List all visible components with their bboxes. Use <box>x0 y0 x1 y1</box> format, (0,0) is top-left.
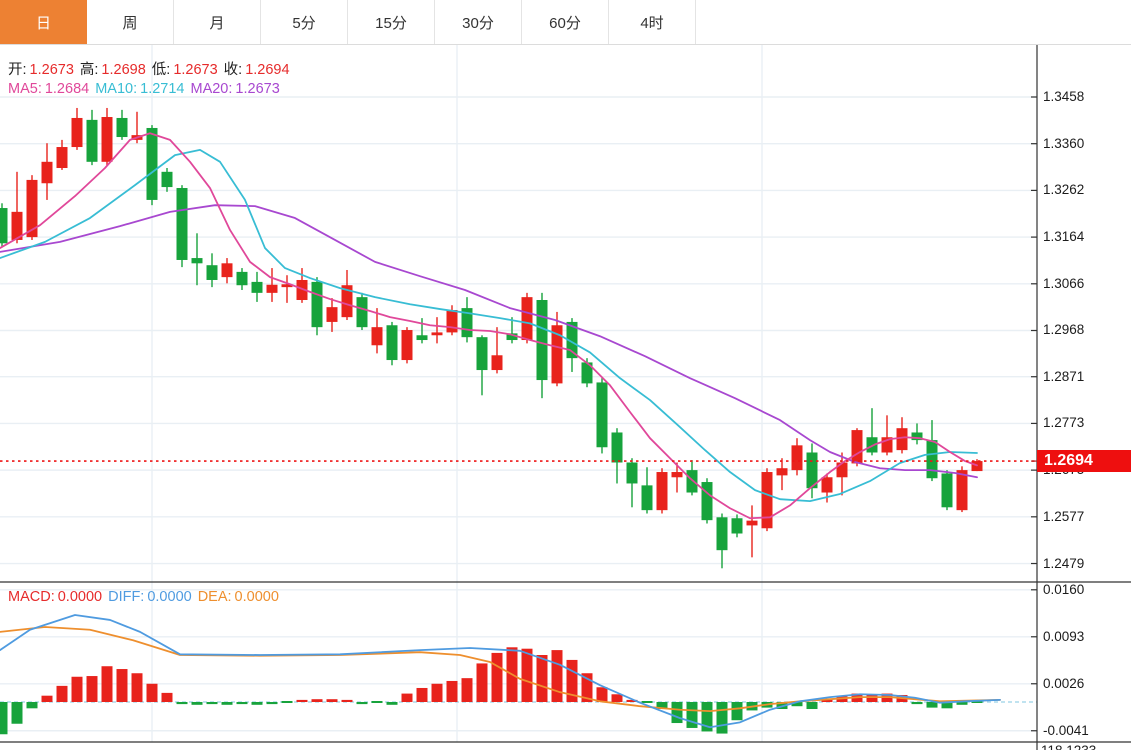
axis-tick-label: 1.3458 <box>1043 89 1085 104</box>
high-value: 1.2698 <box>101 62 146 78</box>
axis-tick-label: 1.3360 <box>1043 135 1085 151</box>
tab-min15[interactable]: 15分 <box>348 0 435 44</box>
high-label: 高: <box>79 62 99 78</box>
axis-tick-label: 0.0160 <box>1043 581 1085 597</box>
ma20-label: MA20: <box>190 81 233 97</box>
diff-label: DIFF: <box>108 589 145 605</box>
macd-value: 0.0000 <box>57 589 103 605</box>
candles-layer <box>0 107 983 569</box>
diff-value: 0.0000 <box>147 589 192 605</box>
ma5-label: MA5: <box>8 81 42 97</box>
low-label: 低: <box>151 62 171 78</box>
ma5-value: 1.2684 <box>44 81 90 97</box>
macd-info-row: MACD: 0.0000 DIFF: 0.0000 DEA: 0.0000 <box>8 589 285 605</box>
low-value: 1.2673 <box>173 62 218 78</box>
macd-label: MACD: <box>8 589 55 605</box>
ma10-value: 1.2714 <box>140 81 185 97</box>
axis-tick-label: 0.0026 <box>1043 675 1085 691</box>
tab-day[interactable]: 日 <box>0 0 87 44</box>
close-label: 收: <box>223 62 243 78</box>
axis-tick-label: 1.2577 <box>1043 508 1085 524</box>
axis-tick-label: 1.2479 <box>1043 555 1085 571</box>
clipped-axis-label: 118.1233 <box>1041 743 1096 750</box>
open-value: 1.2673 <box>29 62 74 78</box>
axis-tick-label: 1.3262 <box>1043 182 1085 198</box>
tab-min5[interactable]: 5分 <box>261 0 348 44</box>
close-value: 1.2694 <box>245 62 290 78</box>
tab-week[interactable]: 周 <box>87 0 174 44</box>
axis-tick-label: 1.2968 <box>1043 322 1085 338</box>
dea-value: 0.0000 <box>234 589 279 605</box>
ma20-value: 1.2673 <box>235 81 280 97</box>
axis-tick-label: 1.3164 <box>1043 229 1085 245</box>
axis-tick-label: 1.2871 <box>1043 368 1085 384</box>
dea-label: DEA: <box>197 589 232 605</box>
tab-hour4[interactable]: 4时 <box>609 0 696 44</box>
tab-min60[interactable]: 60分 <box>522 0 609 44</box>
ohlc-info-row: 开: 1.2673 高: 1.2698 低: 1.2673 收: 1.2694 <box>8 58 296 79</box>
tab-month[interactable]: 月 <box>174 0 261 44</box>
macd-histogram-layer <box>0 647 983 735</box>
timeframe-tabbar: 日周月 5分 15分 30分 60分 4时 <box>0 0 1131 45</box>
axis-tick-label: 0.0093 <box>1043 628 1085 644</box>
axis-tick-label: 1.2773 <box>1043 415 1085 431</box>
open-label: 开: <box>8 62 27 78</box>
ma10-label: MA10: <box>95 81 138 97</box>
tab-min30[interactable]: 30分 <box>435 0 522 44</box>
latest-price-tag: 1.2694 <box>1037 450 1131 472</box>
ma-info-row: MA5: 1.2684 MA10: 1.2714 MA20: 1.2673 <box>8 81 286 97</box>
axis-tick-label: -0.0041 <box>1043 722 1089 738</box>
axis-tick-label: 1.3066 <box>1043 275 1085 291</box>
